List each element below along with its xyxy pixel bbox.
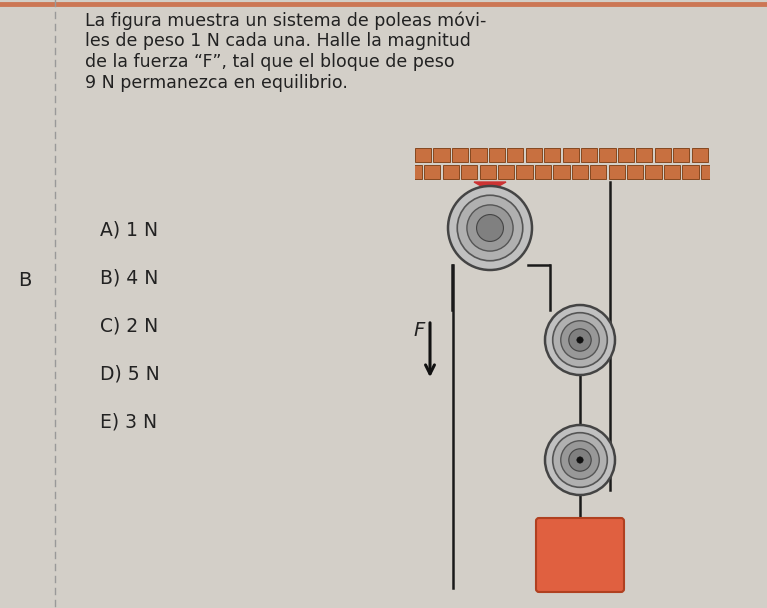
Text: A) 1 N: A) 1 N: [100, 220, 158, 239]
Circle shape: [467, 205, 513, 251]
Bar: [646, 165, 662, 179]
Bar: [562, 148, 579, 162]
Bar: [406, 165, 422, 179]
Bar: [553, 165, 570, 179]
Bar: [415, 148, 710, 182]
Bar: [479, 165, 495, 179]
Bar: [655, 148, 671, 162]
Bar: [498, 165, 514, 179]
Bar: [571, 165, 588, 179]
Polygon shape: [474, 182, 506, 191]
Text: C) 2 N: C) 2 N: [100, 316, 158, 335]
Bar: [701, 165, 717, 179]
FancyBboxPatch shape: [536, 518, 624, 592]
Text: E) 3 N: E) 3 N: [100, 412, 157, 431]
Bar: [433, 148, 449, 162]
Circle shape: [457, 195, 523, 261]
Bar: [452, 148, 468, 162]
Bar: [424, 165, 440, 179]
Text: 9 N permanezca en equilibrio.: 9 N permanezca en equilibrio.: [85, 74, 348, 91]
Circle shape: [545, 305, 615, 375]
Circle shape: [545, 425, 615, 495]
Bar: [535, 165, 551, 179]
Bar: [516, 165, 532, 179]
Bar: [590, 165, 607, 179]
Text: D) 5 N: D) 5 N: [100, 364, 160, 383]
Bar: [443, 165, 459, 179]
Bar: [608, 165, 625, 179]
Bar: [525, 148, 542, 162]
Bar: [415, 148, 431, 162]
Bar: [581, 148, 597, 162]
Text: La figura muestra un sistema de poleas móvi-: La figura muestra un sistema de poleas m…: [85, 12, 486, 30]
Text: B) 4 N: B) 4 N: [100, 268, 158, 287]
Bar: [470, 148, 486, 162]
Text: F: F: [413, 320, 424, 339]
Circle shape: [553, 433, 607, 487]
Bar: [489, 148, 505, 162]
Bar: [673, 148, 690, 162]
Text: B: B: [18, 271, 31, 289]
Circle shape: [577, 457, 583, 463]
Bar: [507, 148, 523, 162]
Bar: [617, 148, 634, 162]
Circle shape: [561, 441, 599, 479]
Bar: [710, 148, 726, 162]
Bar: [637, 148, 653, 162]
Circle shape: [561, 321, 599, 359]
Circle shape: [448, 186, 532, 270]
Bar: [627, 165, 644, 179]
Text: les de peso 1 N cada una. Halle la magnitud: les de peso 1 N cada una. Halle la magni…: [85, 32, 471, 50]
Text: de la fuerza “F”, tal que el bloque de peso: de la fuerza “F”, tal que el bloque de p…: [85, 53, 455, 71]
Circle shape: [569, 449, 591, 471]
Circle shape: [569, 329, 591, 351]
Bar: [683, 165, 699, 179]
Bar: [664, 165, 680, 179]
Circle shape: [553, 313, 607, 367]
Bar: [461, 165, 477, 179]
Circle shape: [476, 215, 503, 241]
Bar: [692, 148, 708, 162]
Bar: [544, 148, 560, 162]
Circle shape: [577, 337, 583, 343]
Bar: [599, 148, 616, 162]
